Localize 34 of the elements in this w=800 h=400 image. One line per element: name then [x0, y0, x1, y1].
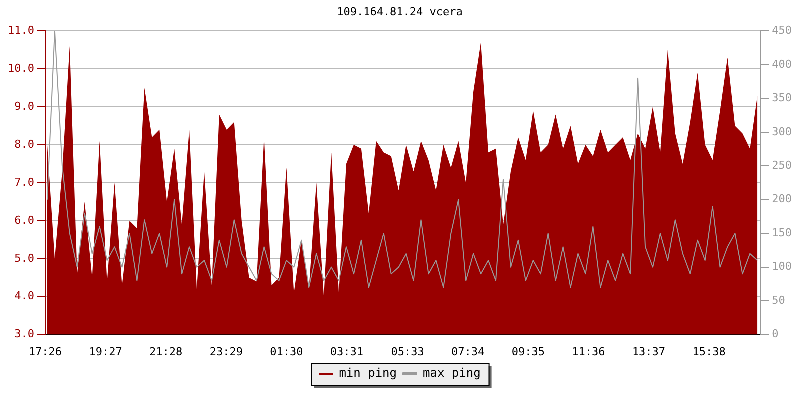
y2-tick-label: 400: [772, 58, 792, 71]
x-tick-label: 17:26: [28, 345, 62, 358]
y-tick-label: 9.0: [14, 100, 34, 113]
x-tick-label: 07:34: [452, 345, 486, 358]
y2-tick-label: 350: [772, 92, 792, 105]
x-tick-label: 03:31: [330, 345, 364, 358]
x-tick-label: 05:33: [391, 345, 424, 358]
legend-label: min ping: [339, 366, 397, 380]
y-tick-label: 6.0: [14, 214, 34, 227]
x-tick-label: 19:27: [89, 345, 122, 358]
y2-tick-label: 50: [772, 294, 786, 307]
y-tick-label: 5.0: [14, 252, 34, 265]
x-tick-label: 21:28: [150, 345, 183, 358]
y-tick-label: 7.0: [14, 176, 34, 189]
y-tick-label: 8.0: [14, 138, 34, 151]
y2-tick-label: 250: [772, 158, 792, 172]
x-tick-label: 11:36: [572, 345, 606, 358]
y2-tick-label: 450: [772, 24, 792, 38]
x-tick-label: 13:37: [632, 345, 666, 358]
y-tick-label: 10.0: [8, 62, 34, 76]
y-tick-label: 11.0: [8, 24, 34, 38]
legend-label: max ping: [423, 366, 481, 380]
x-tick-label: 15:38: [692, 345, 726, 358]
y-tick-label: 4.0: [14, 290, 34, 303]
y2-tick-label: 300: [772, 125, 792, 138]
y2-tick-label: 150: [772, 226, 792, 240]
y2-tick-label: 0: [772, 328, 779, 341]
chart-title: 109.164.81.24 vcera: [337, 5, 463, 18]
x-tick-label: 01:30: [270, 345, 304, 358]
x-tick-label: 23:29: [210, 345, 243, 358]
y2-tick-label: 100: [772, 260, 792, 274]
y-tick-label: 3.0: [14, 328, 34, 341]
x-tick-label: 09:35: [512, 345, 545, 358]
y2-tick-label: 200: [772, 192, 792, 206]
